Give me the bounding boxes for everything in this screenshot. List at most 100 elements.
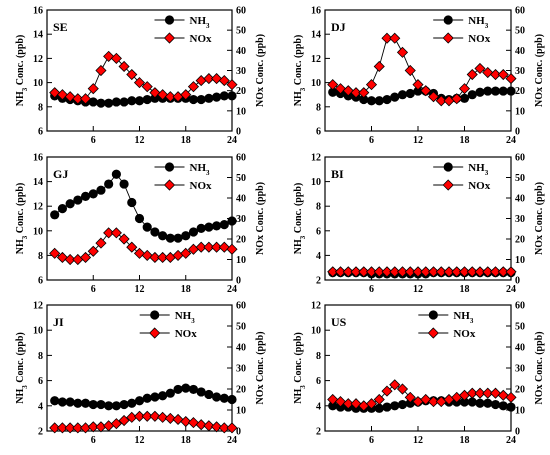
y2-tick-label: 40 xyxy=(236,343,246,354)
legend-label-nox: NOx xyxy=(190,33,213,45)
data-point-nh3 xyxy=(73,195,83,205)
y-tick-label: 14 xyxy=(311,30,321,41)
y-tick-label: 2 xyxy=(316,427,321,438)
legend-marker-nh3 xyxy=(443,15,453,25)
y-tick-label: 2 xyxy=(316,276,321,287)
data-point-nox xyxy=(226,422,238,434)
data-point-nox xyxy=(149,87,161,99)
x-tick-label: 18 xyxy=(181,135,191,146)
data-point-nox xyxy=(474,62,486,75)
data-point-nox xyxy=(482,266,494,278)
data-point-nh3 xyxy=(196,387,206,397)
y2-tick-label: 40 xyxy=(236,46,246,57)
data-point-nh3 xyxy=(104,179,114,189)
y2-tick-label: 0 xyxy=(236,276,241,287)
data-point-nh3 xyxy=(173,384,183,395)
data-point-nox xyxy=(327,79,339,91)
data-point-nox xyxy=(489,68,502,81)
y-tick-label: 16 xyxy=(311,6,321,17)
y-tick-label: 6 xyxy=(38,376,43,387)
data-point-nox xyxy=(133,410,146,422)
data-point-nh3 xyxy=(405,88,415,99)
data-point-nh3 xyxy=(382,94,392,105)
data-point-nh3 xyxy=(475,87,485,97)
data-point-nox xyxy=(435,266,447,278)
data-point-nox xyxy=(389,266,401,278)
data-point-nox xyxy=(474,266,486,278)
data-point-nox xyxy=(451,266,463,278)
legend-label-nh3: NH3 xyxy=(175,310,196,325)
data-point-nox xyxy=(157,411,169,423)
x-tick-label: 12 xyxy=(135,435,145,446)
data-point-nh3 xyxy=(88,189,98,199)
data-point-nh3 xyxy=(374,403,384,413)
data-point-nox xyxy=(79,251,92,264)
data-point-nox xyxy=(118,233,130,245)
data-point-nox xyxy=(141,249,153,261)
data-point-nox xyxy=(56,251,68,264)
x-tick-label: 24 xyxy=(506,284,516,295)
data-point-nh3 xyxy=(127,398,137,408)
y2-tick-label: 30 xyxy=(236,66,246,77)
data-point-nox xyxy=(365,398,378,410)
y2-tick-label: 30 xyxy=(515,66,525,77)
data-point-nox xyxy=(389,32,401,44)
x-tick-label: 6 xyxy=(369,284,374,295)
y2-tick-label: 30 xyxy=(515,364,525,375)
data-point-nox xyxy=(396,383,409,395)
data-point-nox xyxy=(373,393,385,406)
data-point-nh3 xyxy=(204,389,214,400)
x-tick-label: 6 xyxy=(369,135,374,146)
y2-tick-label: 0 xyxy=(236,427,241,438)
y-tick-label: 14 xyxy=(33,30,43,41)
y-tick-label: 16 xyxy=(33,153,43,164)
data-point-nox xyxy=(420,85,432,97)
data-point-nox xyxy=(87,421,99,433)
data-point-nox xyxy=(141,410,153,422)
data-point-nox xyxy=(334,266,347,278)
data-point-nox xyxy=(164,412,176,424)
panel-title: JI xyxy=(53,315,64,329)
y2-tick-label: 50 xyxy=(236,26,246,37)
data-point-nh3 xyxy=(50,396,60,406)
y-tick-label: 4 xyxy=(316,251,321,262)
data-point-nox xyxy=(195,419,207,431)
y-tick-label: 10 xyxy=(311,177,321,188)
data-point-nh3 xyxy=(390,401,400,411)
data-point-nox xyxy=(458,83,471,95)
data-point-nox xyxy=(404,64,416,77)
y-tick-label: 10 xyxy=(33,226,43,237)
data-point-nox xyxy=(381,385,393,397)
data-point-nox xyxy=(389,379,401,391)
x-tick-label: 6 xyxy=(91,135,96,146)
data-point-nox xyxy=(187,81,200,93)
y2-axis-label: NOx Conc. (ppb) xyxy=(255,34,266,107)
data-point-nox xyxy=(497,68,509,81)
y-tick-label: 10 xyxy=(33,326,43,337)
data-point-nox xyxy=(164,91,176,103)
data-point-nox xyxy=(126,241,138,253)
legend-label-nox: NOx xyxy=(468,180,491,192)
x-tick-label: 18 xyxy=(181,435,191,446)
data-point-nh3 xyxy=(111,401,121,411)
legend: NH3 NOx xyxy=(154,15,213,45)
y2-axis-label: NOx Conc. (ppb) xyxy=(255,331,266,404)
data-point-nox xyxy=(172,413,184,426)
data-point-nh3 xyxy=(498,401,508,411)
data-point-nox xyxy=(497,389,509,401)
data-point-nh3 xyxy=(506,402,516,412)
y2-tick-label: 50 xyxy=(236,173,246,184)
data-point-nh3 xyxy=(506,86,516,96)
data-point-nh3 xyxy=(73,398,83,408)
data-point-nox xyxy=(157,89,169,101)
data-point-nh3 xyxy=(134,96,145,106)
y-tick-label: 16 xyxy=(33,6,43,17)
y2-tick-label: 30 xyxy=(236,364,246,375)
y-tick-label: 6 xyxy=(316,376,321,387)
data-point-nox xyxy=(458,266,471,278)
data-point-nox xyxy=(381,32,393,44)
y-axis-label: NH3 Conc. (ppb) xyxy=(15,332,29,404)
data-point-nh3 xyxy=(219,393,229,403)
legend-marker-nox xyxy=(442,179,454,191)
